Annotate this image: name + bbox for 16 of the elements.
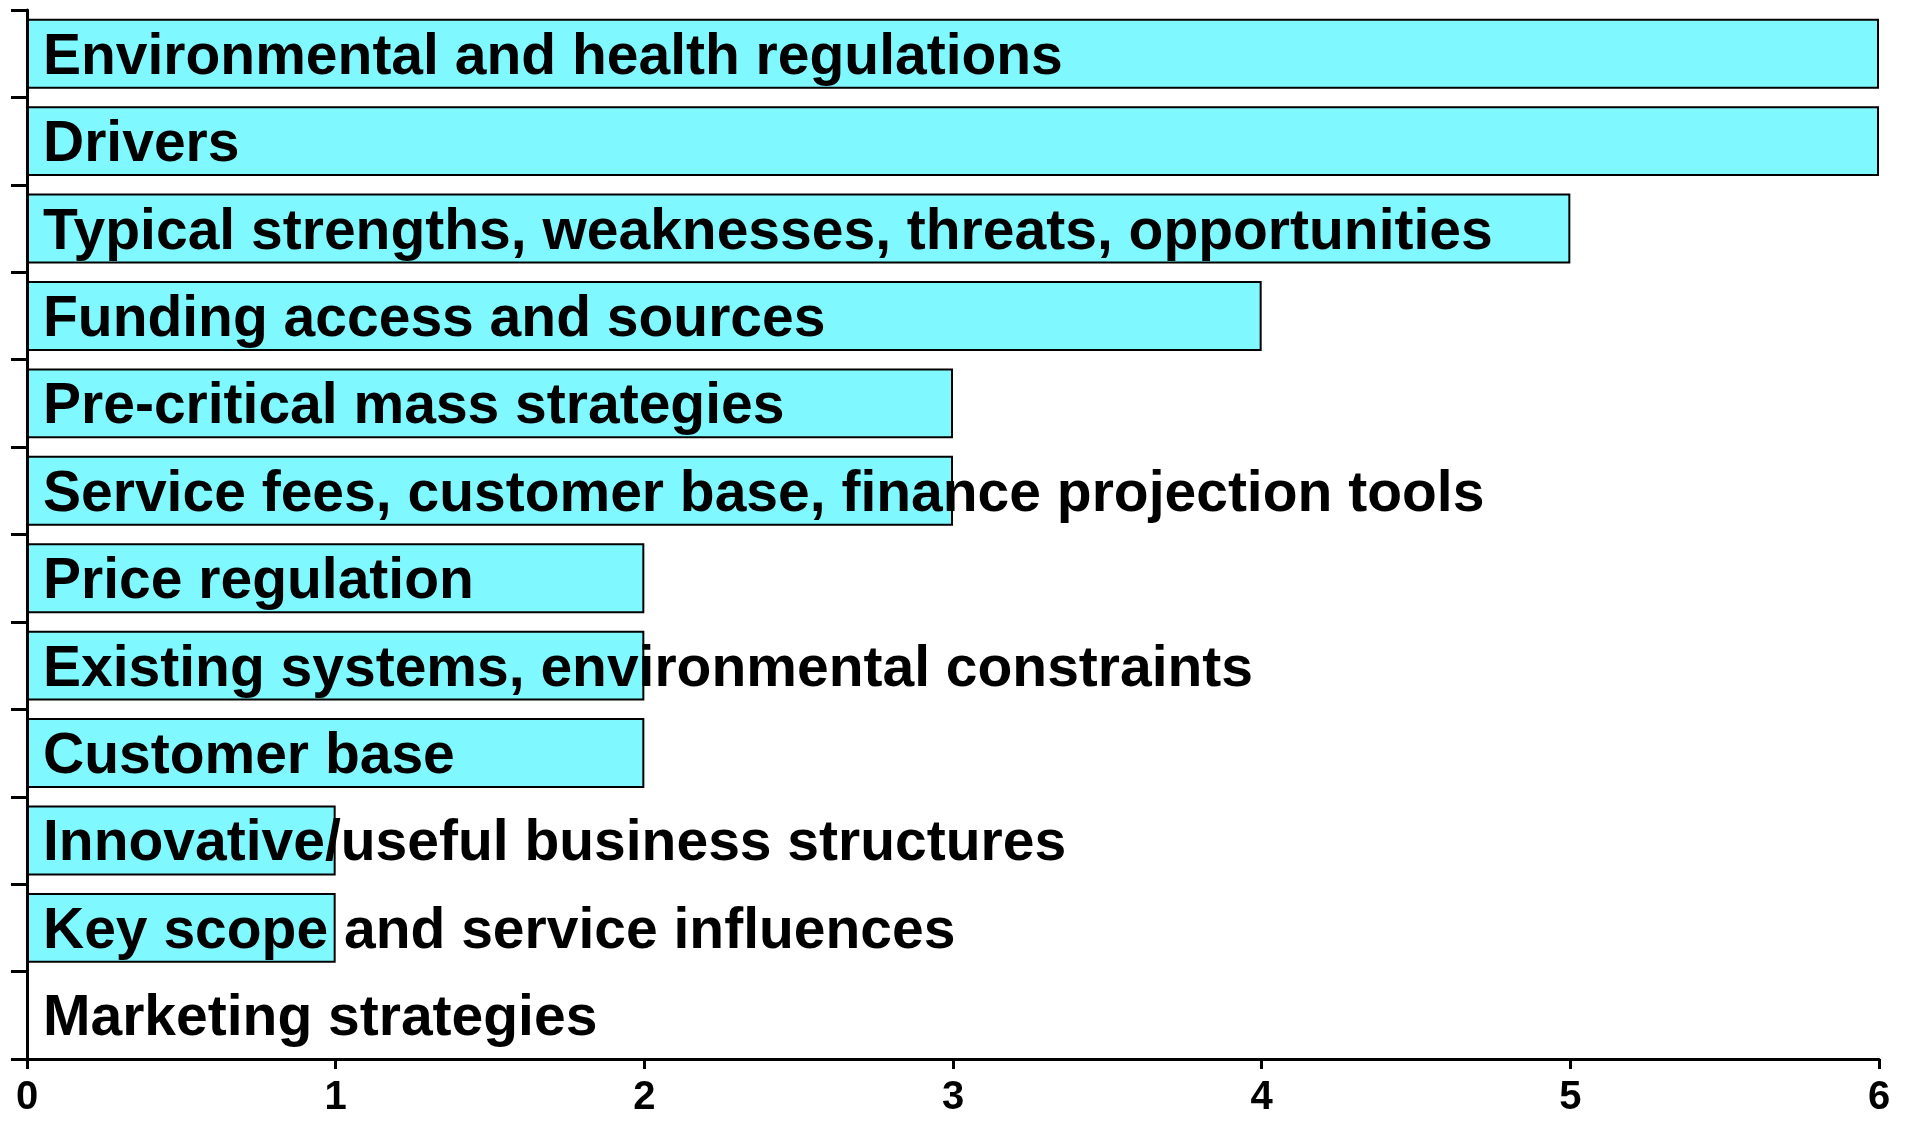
y-tick-label: Typical strengths, weaknesses, threats, opportunities [43,196,1493,261]
y-tick-label: Drivers [43,109,240,174]
y-tick-label: Customer base [43,721,455,786]
y-tick-label: Price regulation [43,546,474,611]
x-tick-label: 4 [1250,1073,1274,1117]
y-tick-label: Marketing strategies [43,983,598,1048]
y-tick-label: Environmental and health regulations [43,21,1063,86]
x-tick-label: 3 [941,1073,965,1117]
x-tick-label: 1 [324,1073,347,1117]
x-tick-label: 6 [1867,1073,1891,1117]
x-tick-label: 0 [15,1073,39,1117]
y-tick-label: Pre-critical mass strategies [43,371,785,436]
y-tick-label: Key scope and service influences [43,895,956,960]
x-tick-label: 5 [1559,1073,1582,1117]
y-tick-label: Funding access and sources [43,283,826,348]
x-tick-label: 2 [633,1073,656,1117]
